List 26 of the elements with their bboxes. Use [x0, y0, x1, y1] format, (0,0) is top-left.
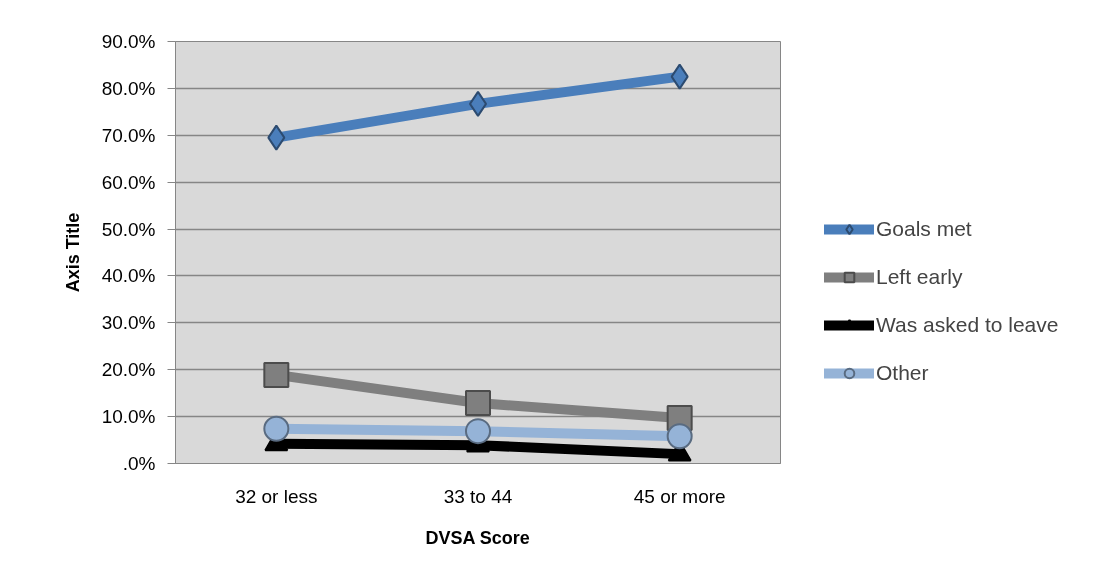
point	[267, 124, 286, 151]
y-tick-label: 40.0%	[101, 265, 156, 287]
y-tick-label: 50.0%	[101, 218, 156, 240]
point	[666, 423, 693, 450]
legend-label: Left early	[876, 265, 963, 289]
y-tick-label: 20.0%	[101, 359, 156, 381]
y-tick-label: 10.0%	[101, 406, 156, 428]
y-tick-label: 70.0%	[101, 124, 156, 146]
legend-label: Goals met	[876, 217, 972, 241]
x-tick-label: 45 or more	[633, 485, 726, 507]
x-tick-label: 32 or less	[235, 485, 318, 507]
point	[263, 415, 290, 442]
y-tick-label: 60.0%	[101, 171, 156, 193]
point	[263, 361, 290, 388]
x-tick-label: 33 to 44	[443, 485, 513, 507]
y-tick-label: 80.0%	[101, 77, 156, 99]
x-axis-title: DVSA Score	[425, 527, 530, 548]
point	[670, 63, 689, 90]
legend-label: Other	[876, 361, 929, 385]
y-axis-title: Axis Title	[62, 212, 83, 293]
y-tick-label: .0%	[122, 453, 156, 474]
point	[465, 418, 491, 445]
legend-label: Was asked to leave	[876, 313, 1059, 337]
point	[465, 390, 491, 417]
y-tick-label: 90.0%	[101, 31, 156, 52]
y-tick-label: 30.0%	[101, 312, 156, 334]
